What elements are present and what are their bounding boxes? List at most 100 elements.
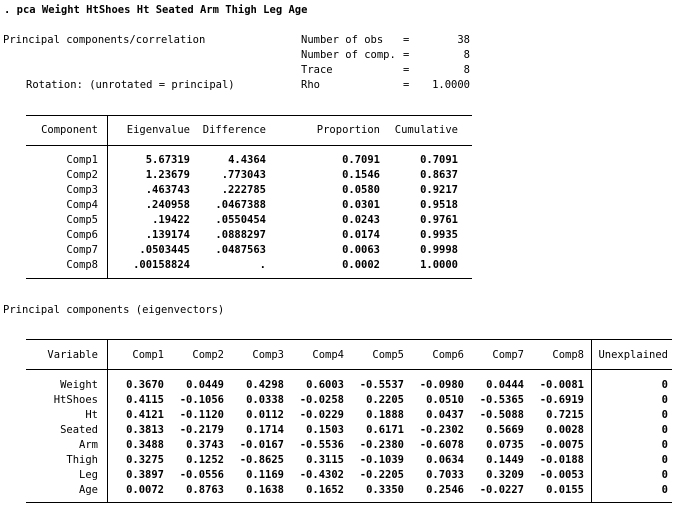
loading-cell: 0.4121 (126, 409, 164, 421)
stat-equals: = (403, 64, 410, 76)
loading-cell: 0.0735 (486, 439, 524, 451)
loading-cell: 0.8763 (186, 484, 224, 496)
loading-cell: -0.0227 (479, 484, 524, 496)
loading-cell: -0.5088 (479, 409, 524, 421)
table-cell: 4.4364 (228, 154, 266, 166)
loading-cell: 0.0437 (426, 409, 464, 421)
table-cell: 5.67319 (145, 154, 190, 166)
table-cell: .773043 (221, 169, 266, 181)
column-header: Variable (47, 349, 98, 361)
table-cell: 0.7091 (342, 154, 380, 166)
loading-cell: 0.7215 (546, 409, 584, 421)
table-cell: 0.7091 (420, 154, 458, 166)
column-header: Comp3 (252, 349, 284, 361)
table-cell: Comp3 (66, 184, 98, 196)
summary-title: Principal components/correlation (3, 34, 206, 46)
loading-cell: -0.0167 (239, 439, 284, 451)
variable-cell: Weight (60, 379, 98, 391)
loading-cell: -0.0229 (299, 409, 344, 421)
table-cell: .0550454 (215, 214, 266, 226)
column-header: Component (41, 124, 98, 136)
unexplained-cell: 0 (661, 409, 668, 421)
table-cell: 1.0000 (420, 259, 458, 271)
loading-cell: -0.6919 (539, 394, 584, 406)
stat-equals: = (403, 79, 410, 91)
stat-label: Number of comp. (301, 49, 396, 61)
loading-cell: 0.6171 (366, 424, 404, 436)
table-cell: 0.0301 (342, 199, 380, 211)
column-header: Comp2 (192, 349, 224, 361)
table-cell: 0.9518 (420, 199, 458, 211)
loading-cell: 0.4115 (126, 394, 164, 406)
table-cell: Comp1 (66, 154, 98, 166)
loading-cell: 0.3209 (486, 469, 524, 481)
table-cell: .0487563 (215, 244, 266, 256)
table-header-rule (26, 145, 472, 146)
variable-cell: Age (79, 484, 98, 496)
loading-cell: 0.0634 (426, 454, 464, 466)
loading-cell: -0.6078 (419, 439, 464, 451)
loading-cell: 0.3275 (126, 454, 164, 466)
table-cell: 0.0174 (342, 229, 380, 241)
table-cell: .139174 (145, 229, 190, 241)
column-header: Comp5 (372, 349, 404, 361)
variable-cell: Arm (79, 439, 98, 451)
loading-cell: 0.3350 (366, 484, 404, 496)
eigenvectors-title: Principal components (eigenvectors) (3, 304, 225, 316)
loading-cell: -0.5537 (359, 379, 404, 391)
column-header: Comp1 (132, 349, 164, 361)
loading-cell: 0.3897 (126, 469, 164, 481)
stat-value: 38 (457, 34, 470, 46)
table-cell: 0.9761 (420, 214, 458, 226)
loading-cell: 0.5669 (486, 424, 524, 436)
stat-label: Trace (301, 64, 333, 76)
table-cell: 0.9998 (420, 244, 458, 256)
rotation-text: Rotation: (unrotated = principal) (26, 79, 235, 91)
loading-cell: 0.1888 (366, 409, 404, 421)
table-column-divider (591, 339, 592, 502)
loading-cell: -0.2302 (419, 424, 464, 436)
loading-cell: 0.1714 (246, 424, 284, 436)
variable-cell: Leg (79, 469, 98, 481)
loading-cell: -0.5536 (299, 439, 344, 451)
stat-value: 1.0000 (432, 79, 470, 91)
table-cell: .463743 (145, 184, 190, 196)
unexplained-cell: 0 (661, 394, 668, 406)
loading-cell: -0.0556 (179, 469, 224, 481)
loading-cell: 0.2546 (426, 484, 464, 496)
table-cell: 0.0002 (342, 259, 380, 271)
table-cell: 0.9217 (420, 184, 458, 196)
column-header: Difference (202, 124, 266, 136)
loading-cell: -0.4302 (299, 469, 344, 481)
loading-cell: -0.5365 (479, 394, 524, 406)
loading-cell: 0.3743 (186, 439, 224, 451)
loading-cell: 0.0072 (126, 484, 164, 496)
loading-cell: -0.2380 (359, 439, 404, 451)
table-cell: Comp8 (66, 259, 98, 271)
table-cell: 0.0063 (342, 244, 380, 256)
table-cell: 1.23679 (145, 169, 190, 181)
table-cell: 0.1546 (342, 169, 380, 181)
stat-equals: = (403, 49, 410, 61)
loading-cell: -0.0188 (539, 454, 584, 466)
column-header: Comp4 (312, 349, 344, 361)
table-cell: Comp6 (66, 229, 98, 241)
loading-cell: -0.0081 (539, 379, 584, 391)
loading-cell: -0.0258 (299, 394, 344, 406)
loading-cell: 0.0444 (486, 379, 524, 391)
loading-cell: -0.1039 (359, 454, 404, 466)
stat-value: 8 (463, 49, 470, 61)
loading-cell: -0.2179 (179, 424, 224, 436)
loading-cell: -0.0075 (539, 439, 584, 451)
table-column-divider (107, 115, 108, 278)
table-cell: .19422 (152, 214, 190, 226)
stat-label: Number of obs (301, 34, 384, 46)
table-header-rule (26, 369, 672, 370)
table-cell: Comp2 (66, 169, 98, 181)
loading-cell: 0.0338 (246, 394, 284, 406)
table-cell: Comp7 (66, 244, 98, 256)
unexplained-cell: 0 (661, 424, 668, 436)
table-bottom-rule (26, 278, 472, 279)
loading-cell: 0.3670 (126, 379, 164, 391)
variable-cell: Seated (60, 424, 98, 436)
